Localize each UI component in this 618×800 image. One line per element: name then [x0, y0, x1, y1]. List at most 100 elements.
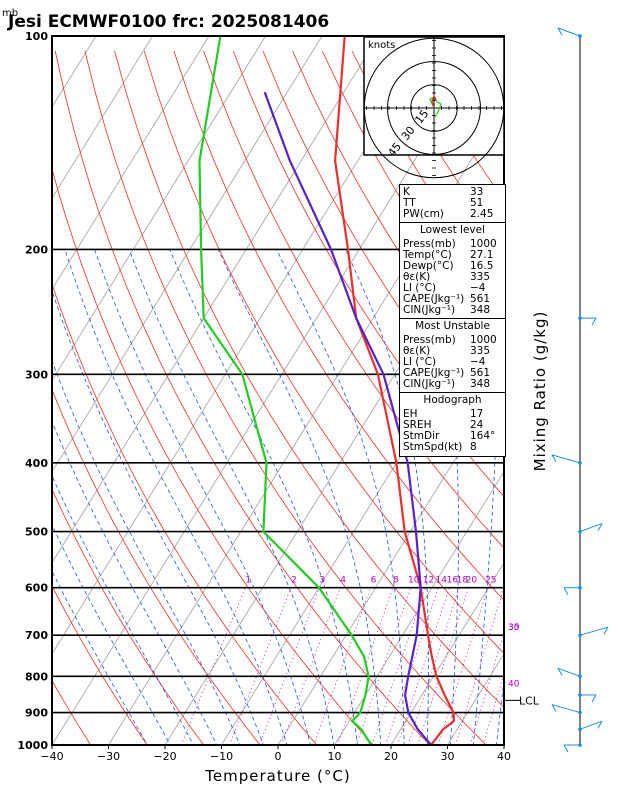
hodograph-indices-block: EH 17 SREH 24 StmDir 164° StmSpd(kt) 8: [400, 408, 505, 456]
isotherm-line: [503, 744, 504, 745]
mixing-ratio-axis-label: Mixing Ratio (g/kg): [531, 311, 549, 472]
index-value: 348: [470, 304, 491, 316]
dry-adiabat-line: [232, 50, 504, 498]
mixing-ratio-label: 18: [457, 576, 469, 586]
index-row: Press(mb) 1000: [403, 335, 502, 346]
lcl-marker: LCL: [504, 694, 540, 707]
hodograph-units: knots: [368, 40, 395, 51]
pressure-unit-label: mb: [2, 8, 18, 19]
pressure-tick-label: 700: [25, 629, 48, 642]
isotherm-line: [334, 470, 504, 745]
mixing-ratio-label: 3: [319, 576, 325, 586]
moist-adiabat-line: [345, 249, 429, 745]
index-label: Press(mb): [403, 334, 456, 346]
index-label: SREH: [403, 419, 432, 431]
wind-barb-column: [551, 27, 609, 753]
mixing-ratio-line: [281, 587, 341, 745]
plot-background-lines: [0, 36, 618, 760]
index-value: −4: [470, 282, 486, 294]
index-label: StmSpd(kt): [403, 441, 463, 453]
index-row: CAPE(Jkg⁻¹) 561: [403, 294, 502, 305]
wind-barb: [578, 523, 603, 534]
index-row: K 33: [403, 187, 502, 198]
index-row: CAPE(Jkg⁻¹) 561: [403, 368, 502, 379]
x-tick-label: 30: [441, 750, 455, 763]
wind-barb: [551, 704, 582, 715]
wind-barb: [578, 626, 609, 637]
chart-title: Jesi ECMWF0100 frc: 2025081406: [7, 12, 329, 32]
index-value: 24: [470, 419, 484, 431]
wind-barb-feather: [551, 454, 557, 463]
index-value: 16.5: [470, 260, 494, 272]
pressure-tick-label: 300: [25, 368, 48, 381]
wind-barb-shaft: [551, 704, 581, 714]
isotherm-line: [561, 36, 618, 745]
mixing-ratio-label: 1: [245, 576, 251, 586]
dry-adiabat-line: [52, 679, 92, 745]
dry-adiabat-line: [0, 51, 43, 760]
wind-barb: [578, 316, 597, 326]
pressure-tick-label: 100: [25, 30, 48, 43]
index-label: LI (°C): [403, 356, 437, 368]
wind-barb: [551, 454, 582, 465]
index-label: Dewp(°C): [403, 260, 454, 272]
wind-barb: [578, 693, 597, 703]
x-tick-label: 0: [275, 750, 282, 763]
index-row: TT 51: [403, 198, 502, 209]
moist-adiabat-line: [128, 249, 335, 745]
most-unstable-block: Press(mb) 1000 θε(K) 335 LI (°C) −4 CAPE(Jkg⁻¹…: [400, 334, 505, 392]
mixing-ratio-line: [469, 631, 504, 745]
index-row: StmSpd(kt) 8: [403, 442, 502, 453]
dry-adiabat-line: [500, 50, 504, 58]
mixing-ratio-label: 16: [447, 576, 459, 586]
index-row: LI (°C) −4: [403, 357, 502, 368]
moist-adiabat-line: [94, 249, 311, 745]
pressure-tick-label: 1000: [17, 739, 48, 752]
pressure-tick-label: 400: [25, 457, 48, 470]
wind-barb-feather: [591, 317, 597, 326]
mixing-ratio-label: 14: [435, 576, 447, 586]
index-row: PW(cm) 2.45: [403, 209, 502, 220]
mixing-ratio-label: 35: [508, 623, 519, 633]
mixing-ratio-label: 30: [508, 623, 520, 633]
mixing-ratio-label: 6: [371, 576, 377, 586]
x-tick-label: −30: [97, 750, 120, 763]
index-value: 1000: [470, 238, 497, 250]
index-value: 8: [470, 441, 477, 453]
temperature-profile: [334, 36, 455, 745]
wind-barb-feather: [563, 744, 569, 753]
parcel-profile: [263, 91, 432, 745]
wind-barb-feather: [603, 626, 609, 635]
index-row: Temp(°C) 27.1: [403, 250, 502, 261]
index-label: LI (°C): [403, 282, 437, 294]
mixing-ratio-label: 10: [408, 576, 420, 586]
index-label: EH: [403, 408, 418, 420]
index-value: 561: [470, 367, 491, 379]
index-label: CAPE(Jkg⁻¹): [403, 367, 465, 379]
isotherm-line: [52, 36, 323, 473]
lowest-level-header: Lowest level: [400, 222, 505, 238]
index-label: CAPE(Jkg⁻¹): [403, 293, 465, 305]
moist-adiabat-line: [276, 249, 405, 745]
wind-barb-feather: [597, 523, 603, 531]
index-row: CIN(Jkg⁻¹) 348: [403, 379, 502, 390]
wind-barb: [563, 743, 582, 753]
most-unstable-header: Most Unstable: [400, 318, 505, 334]
index-row: Dewp(°C) 16.5: [403, 261, 502, 272]
x-tick-label: 40: [497, 750, 511, 763]
moist-adiabat-line: [217, 249, 382, 745]
index-row: Press(mb) 1000: [403, 239, 502, 250]
mixing-ratio-line: [180, 587, 246, 745]
x-axis-label: Temperature (°C): [204, 767, 350, 785]
lcl-label: LCL: [519, 694, 540, 707]
wind-barb-feather: [591, 694, 597, 703]
wind-barb: [578, 720, 603, 732]
dry-adiabat-line: [114, 50, 504, 708]
pressure-tick-label: 200: [25, 243, 48, 256]
indices-summary: K 33 TT 51 PW(cm) 2.45: [400, 185, 505, 222]
index-label: CIN(Jkg⁻¹): [403, 304, 456, 316]
index-value: 1000: [470, 334, 497, 346]
mixing-ratio-line: [313, 587, 371, 745]
mixing-ratio-label: 20: [466, 576, 478, 586]
